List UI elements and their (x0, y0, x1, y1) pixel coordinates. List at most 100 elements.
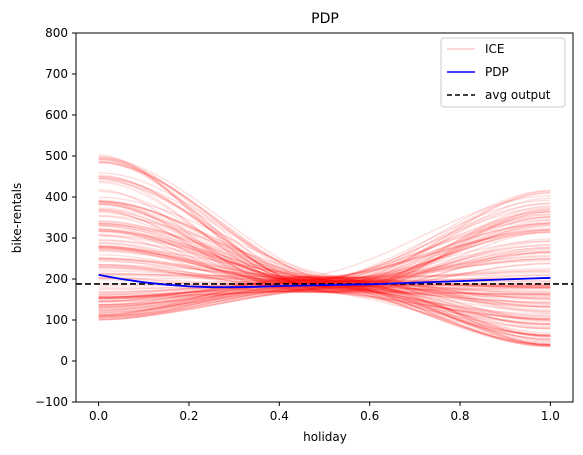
ice-line (98, 206, 551, 306)
ice-line (98, 246, 551, 283)
pdp-line (98, 274, 551, 289)
ice-line (98, 229, 551, 293)
ice-line (98, 181, 551, 288)
ice-line (98, 207, 551, 296)
ice-line (98, 284, 551, 318)
ice-line (98, 214, 551, 347)
ice-line (98, 218, 551, 282)
ice-line (98, 275, 551, 334)
ice-line (98, 190, 551, 325)
ice-line (98, 244, 551, 330)
ice-line (98, 161, 551, 337)
ice-line (98, 177, 551, 342)
y-tick-label: 600 (45, 108, 68, 122)
ice-line (98, 211, 551, 288)
ice-line (98, 277, 551, 298)
ice-line (98, 279, 551, 295)
ice-line (98, 225, 551, 313)
chart-title: PDP (311, 11, 339, 27)
ice-line (98, 216, 551, 294)
y-tick-label: 500 (45, 149, 68, 163)
ice-line (98, 280, 551, 338)
ice-line (98, 200, 551, 330)
ice-line (98, 277, 551, 309)
ice-line (98, 211, 551, 317)
ice-line (98, 209, 551, 325)
x-tick-label: 0.8 (450, 409, 469, 423)
ice-line (98, 199, 551, 294)
ice-line (98, 208, 551, 346)
ice-line (98, 279, 551, 326)
ice-line (98, 251, 551, 314)
ice-line (98, 208, 551, 311)
ice-line (98, 247, 551, 341)
ice-line (98, 207, 551, 299)
plot-area-frame (75, 32, 574, 403)
ice-line (98, 175, 551, 293)
ice-line (98, 223, 551, 329)
ice-line (98, 174, 551, 293)
ice-line (98, 279, 551, 348)
ice-line (98, 202, 551, 281)
ice-line (98, 154, 551, 279)
ice-line (98, 160, 551, 282)
ice-line (98, 254, 551, 347)
y-tick-label: 800 (45, 26, 68, 40)
ice-line (98, 281, 551, 348)
ice-line (98, 276, 551, 306)
ice-line (98, 245, 551, 347)
y-tick-label: 700 (45, 67, 68, 81)
ice-line (98, 273, 551, 344)
ice-line (98, 210, 551, 290)
ice-line (98, 202, 551, 290)
ice-line (98, 247, 551, 292)
ice-line (98, 161, 551, 337)
ice-line (98, 257, 551, 346)
ice-line (98, 245, 551, 285)
legend-ice-label: ICE (485, 42, 505, 56)
legend-avg-label: avg output (485, 88, 551, 102)
ice-line (98, 247, 551, 309)
ice-line (98, 277, 551, 317)
ice-line (98, 161, 551, 287)
ice-line (98, 288, 551, 306)
y-tick-label: 200 (45, 272, 68, 286)
y-tick-label: −100 (35, 395, 68, 409)
ice-line (98, 268, 551, 300)
pdp-line-group (98, 274, 551, 289)
ice-line (98, 190, 551, 279)
ice-lines (98, 154, 551, 348)
ice-line (98, 157, 551, 282)
ice-line (98, 277, 551, 295)
ice-line (98, 285, 551, 312)
ice-line (98, 280, 551, 308)
ice-line (98, 235, 551, 300)
ice-line (98, 228, 551, 291)
ice-line (98, 287, 551, 345)
ice-line (98, 177, 551, 327)
ice-line (98, 274, 551, 316)
ice-line (98, 248, 551, 345)
y-tick-label: 400 (45, 190, 68, 204)
ice-line (98, 274, 551, 314)
ice-line (98, 270, 551, 309)
ice-line (98, 246, 551, 313)
ice-line (98, 228, 551, 298)
ice-line (98, 219, 551, 321)
ice-line (98, 276, 551, 305)
x-tick-label: 1.0 (541, 409, 560, 423)
ice-line (98, 191, 551, 317)
ice-line (98, 197, 551, 290)
ice-line (98, 222, 551, 281)
ice-line (98, 282, 551, 338)
ice-line (98, 242, 551, 300)
ice-line (98, 230, 551, 308)
x-axis-label: holiday (303, 430, 347, 444)
ice-line (98, 189, 551, 281)
ice-line (98, 285, 551, 320)
ice-line (98, 285, 551, 341)
x-tick-label: 0.6 (360, 409, 379, 423)
ice-line (98, 225, 551, 289)
ice-line (98, 290, 551, 320)
